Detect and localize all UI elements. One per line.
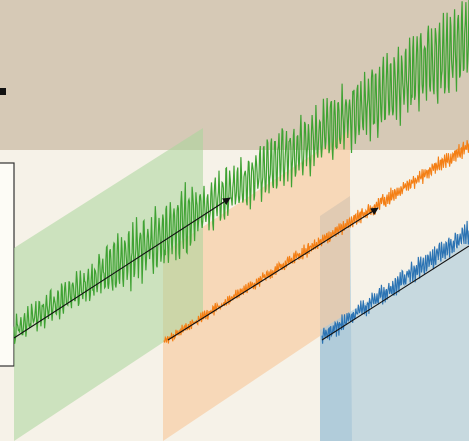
signal-orange-wave	[163, 140, 469, 344]
signal-blue-wave	[321, 220, 469, 344]
trend-arrow-blue	[321, 245, 469, 341]
signal-orange	[163, 140, 469, 344]
panel-orange	[163, 130, 350, 441]
trend-arrow-green	[13, 197, 231, 339]
label-marker	[0, 88, 6, 95]
panel-blue-front	[320, 240, 469, 441]
signal-blue	[321, 220, 469, 344]
legend-frame	[0, 162, 15, 367]
signal-green	[13, 0, 469, 344]
trend-arrow-orange	[167, 207, 379, 341]
signal-green-wave	[13, 0, 469, 344]
